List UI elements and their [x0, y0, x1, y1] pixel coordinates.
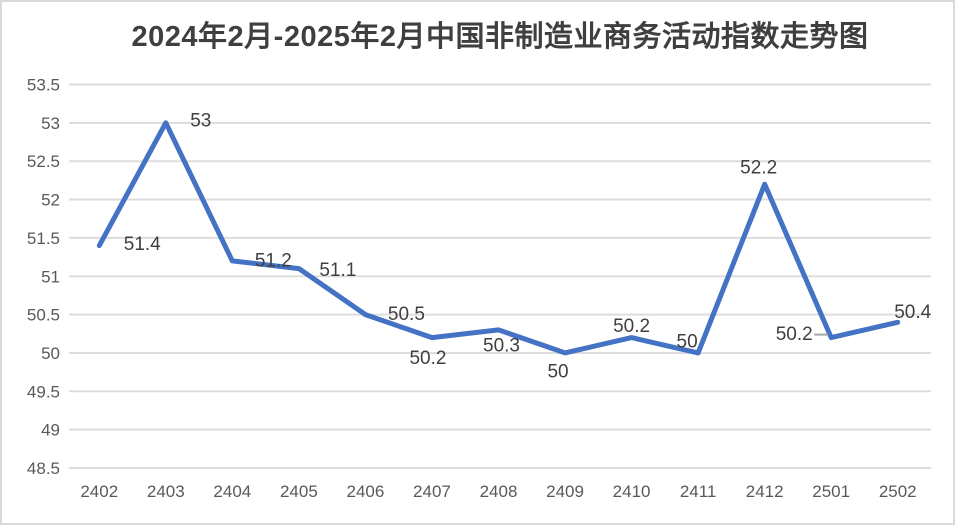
y-axis-tick-label: 50.5	[27, 306, 60, 325]
x-axis-tick-label: 2407	[413, 482, 451, 501]
x-axis-tick-label: 2411	[680, 482, 717, 501]
data-point-label: 51.2	[255, 250, 292, 271]
y-axis-tick-label: 49	[41, 421, 60, 440]
data-point-label: 50.2	[409, 348, 446, 369]
data-point-label: 51.1	[319, 260, 356, 281]
x-axis-tick-label: 2412	[746, 482, 784, 501]
y-axis-tick-label: 52.5	[27, 152, 60, 171]
x-axis-tick-label: 2406	[347, 482, 385, 501]
x-axis-tick-label: 2408	[480, 482, 518, 501]
data-point-label: 50.2	[776, 324, 813, 345]
data-point-label: 50	[547, 361, 568, 382]
data-point-label: 50.3	[483, 335, 520, 356]
y-axis-tick-label: 49.5	[27, 382, 60, 401]
trend-line	[96, 120, 901, 356]
y-axis-tick-label: 50	[41, 344, 60, 363]
y-axis-tick-label: 48.5	[27, 459, 60, 478]
x-axis-tick-label: 2405	[280, 482, 318, 501]
data-point-label: 50.4	[894, 302, 931, 323]
data-point-label: 50	[677, 331, 698, 352]
y-axis-tick-label: 52	[41, 191, 60, 210]
data-point-label: 50.5	[388, 304, 425, 325]
y-axis-tick-label: 51	[41, 267, 60, 286]
x-axis-tick-label: 2402	[80, 482, 118, 501]
data-point-label: 51.4	[124, 234, 161, 255]
x-axis-tick-label: 2403	[147, 482, 185, 501]
chart-title: 2024年2月-2025年2月中国非制造业商务活动指数走势图	[131, 21, 869, 53]
y-axis-tick-label: 53	[41, 114, 60, 133]
x-axis-tick-label: 2410	[613, 482, 651, 501]
x-axis-tick-label: 2501	[812, 482, 850, 501]
y-axis-tick-label: 53.5	[27, 76, 60, 95]
y-axis-tick-label: 51.5	[27, 229, 60, 248]
data-point-label: 52.2	[740, 158, 777, 179]
x-axis-tick-label: 2502	[879, 482, 917, 501]
x-axis-tick-label: 2404	[213, 482, 251, 501]
data-point-label: 50.2	[613, 316, 650, 337]
data-point-label: 53	[190, 110, 211, 131]
x-axis-tick-label: 2409	[546, 482, 584, 501]
